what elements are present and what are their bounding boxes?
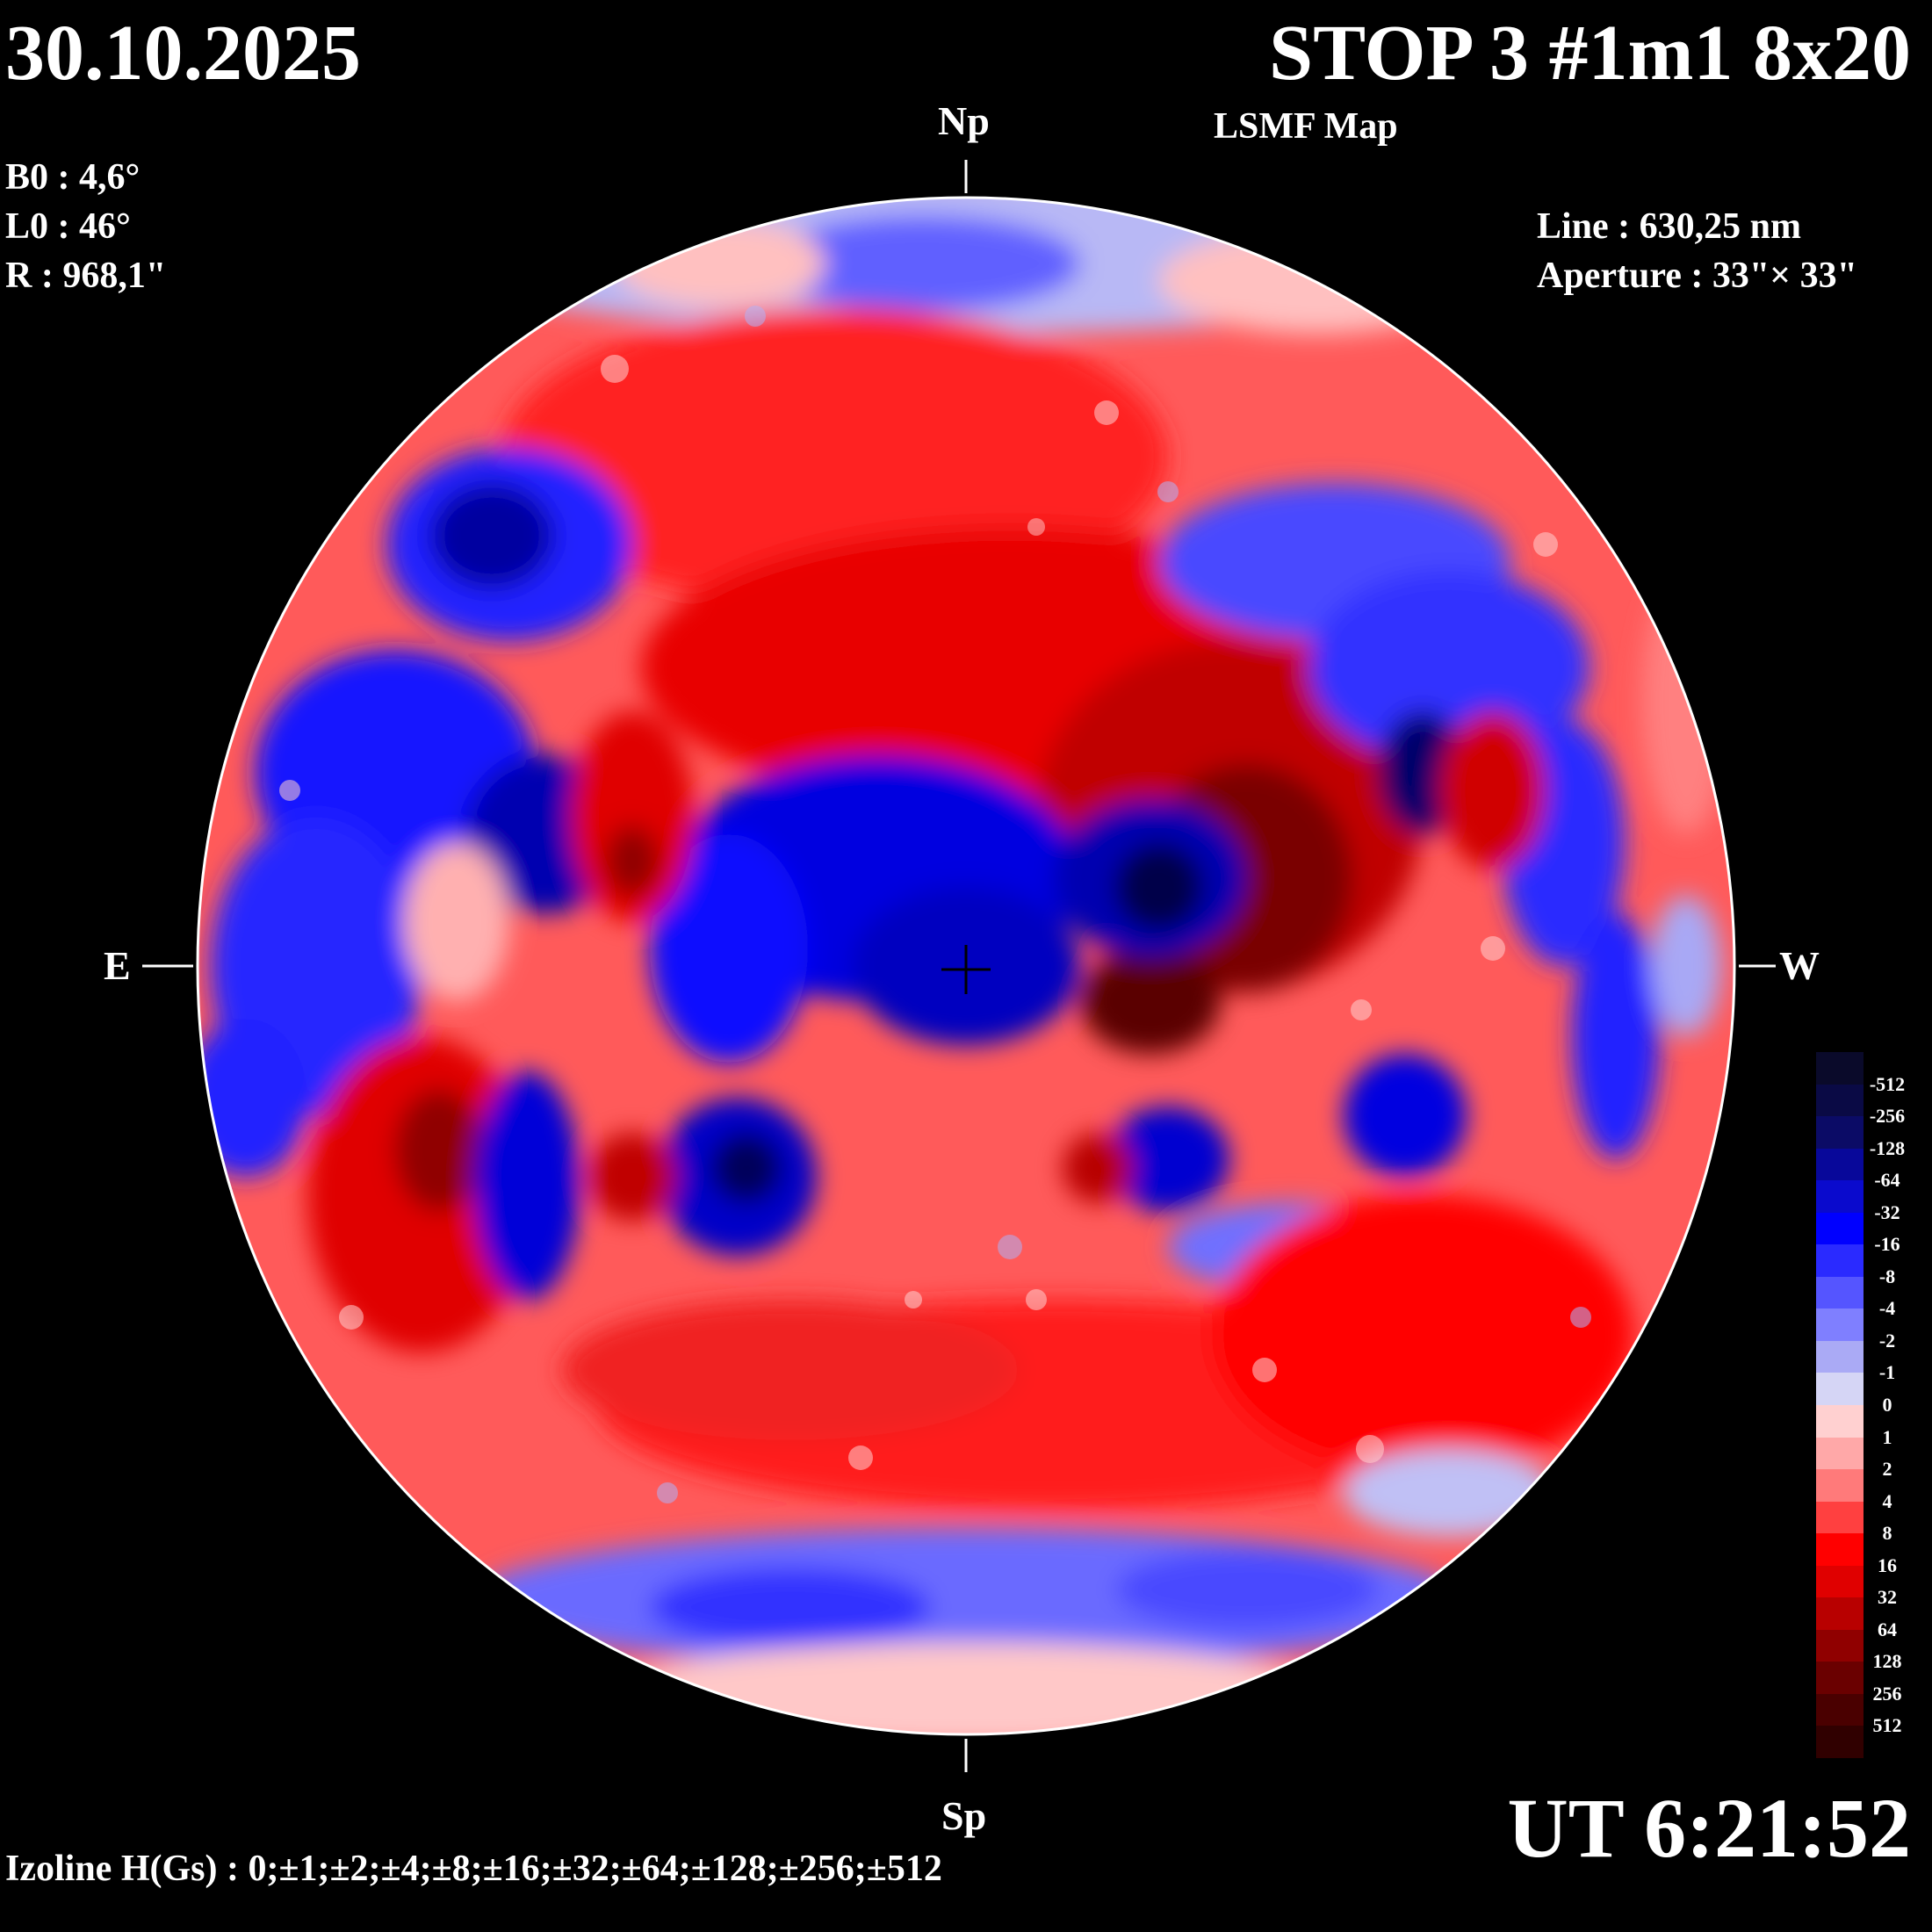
scale-label: 1 xyxy=(1882,1425,1892,1448)
west-label: W xyxy=(1779,943,1820,988)
scale-label: 32 xyxy=(1878,1586,1897,1609)
scale-cell xyxy=(1816,1565,1864,1598)
scale-label: 64 xyxy=(1878,1618,1897,1640)
scale-cell xyxy=(1816,1597,1864,1631)
scale-label: -256 xyxy=(1869,1105,1906,1128)
scale-cell xyxy=(1816,1629,1864,1662)
aperture: Aperture : 33"× 33" xyxy=(1537,256,1857,296)
scale-cell xyxy=(1816,1276,1864,1309)
ut-time: UT 6:21:52 xyxy=(1507,1781,1911,1875)
scale-label: 16 xyxy=(1878,1554,1897,1576)
scale-cell xyxy=(1816,1052,1864,1085)
scale-cell xyxy=(1816,1084,1864,1117)
scale-label: -16 xyxy=(1874,1233,1900,1256)
param-b0: B0 : 4,6° xyxy=(5,157,141,198)
scale-cell xyxy=(1816,1662,1864,1695)
map-subtitle: LSMF Map xyxy=(1214,106,1398,147)
observation-date: 30.10.2025 xyxy=(5,10,361,97)
scale-label: -512 xyxy=(1869,1072,1906,1095)
scale-cell xyxy=(1816,1405,1864,1438)
scale-cell xyxy=(1816,1373,1864,1406)
center-crosshair-icon xyxy=(941,945,991,994)
scale-label: -2 xyxy=(1878,1329,1896,1352)
speckle-texture xyxy=(279,306,1591,1503)
scale-label: -32 xyxy=(1874,1200,1900,1223)
scale-label: 8 xyxy=(1882,1522,1892,1545)
scale-cell xyxy=(1816,1180,1864,1214)
scale-label: 0 xyxy=(1882,1394,1892,1416)
scale-label: -128 xyxy=(1869,1136,1906,1159)
scale-cell xyxy=(1816,1148,1864,1181)
scale-label: -1 xyxy=(1878,1361,1896,1384)
scale-cell xyxy=(1816,1726,1864,1759)
map-title: STOP 3 #1m1 8x20 xyxy=(1269,10,1911,97)
scale-cell xyxy=(1816,1244,1864,1278)
scale-cell xyxy=(1816,1212,1864,1245)
scale-cell xyxy=(1816,1437,1864,1470)
scale-cell xyxy=(1816,1308,1864,1342)
scale-cell xyxy=(1816,1116,1864,1150)
scale-label: 512 xyxy=(1872,1714,1902,1737)
scale-label: 128 xyxy=(1872,1650,1902,1673)
scale-cell xyxy=(1816,1340,1864,1373)
south-pole-label: Sp xyxy=(941,1793,987,1838)
scale-cell xyxy=(1816,1533,1864,1567)
east-label: E xyxy=(104,943,131,988)
param-radius: R : 968,1" xyxy=(5,256,167,296)
spectral-line: Line : 630,25 nm xyxy=(1537,206,1802,247)
scale-label: 2 xyxy=(1882,1458,1892,1481)
scale-label: -4 xyxy=(1878,1297,1896,1320)
north-pole-label: Np xyxy=(938,98,990,143)
param-l0: L0 : 46° xyxy=(5,206,131,247)
scale-label: 256 xyxy=(1872,1682,1902,1705)
scale-label: -64 xyxy=(1874,1169,1900,1192)
izoline-legend-text: Izoline H(Gs) : 0;±1;±2;±4;±8;±16;±32;±6… xyxy=(5,1849,942,1889)
scale-label: 4 xyxy=(1882,1489,1892,1512)
scale-label: -8 xyxy=(1878,1265,1896,1287)
color-scale-bar xyxy=(1816,1052,1871,1759)
disk-map xyxy=(198,198,1734,1734)
scale-cell xyxy=(1816,1469,1864,1503)
scale-cell xyxy=(1816,1693,1864,1727)
scale-cell xyxy=(1816,1501,1864,1534)
